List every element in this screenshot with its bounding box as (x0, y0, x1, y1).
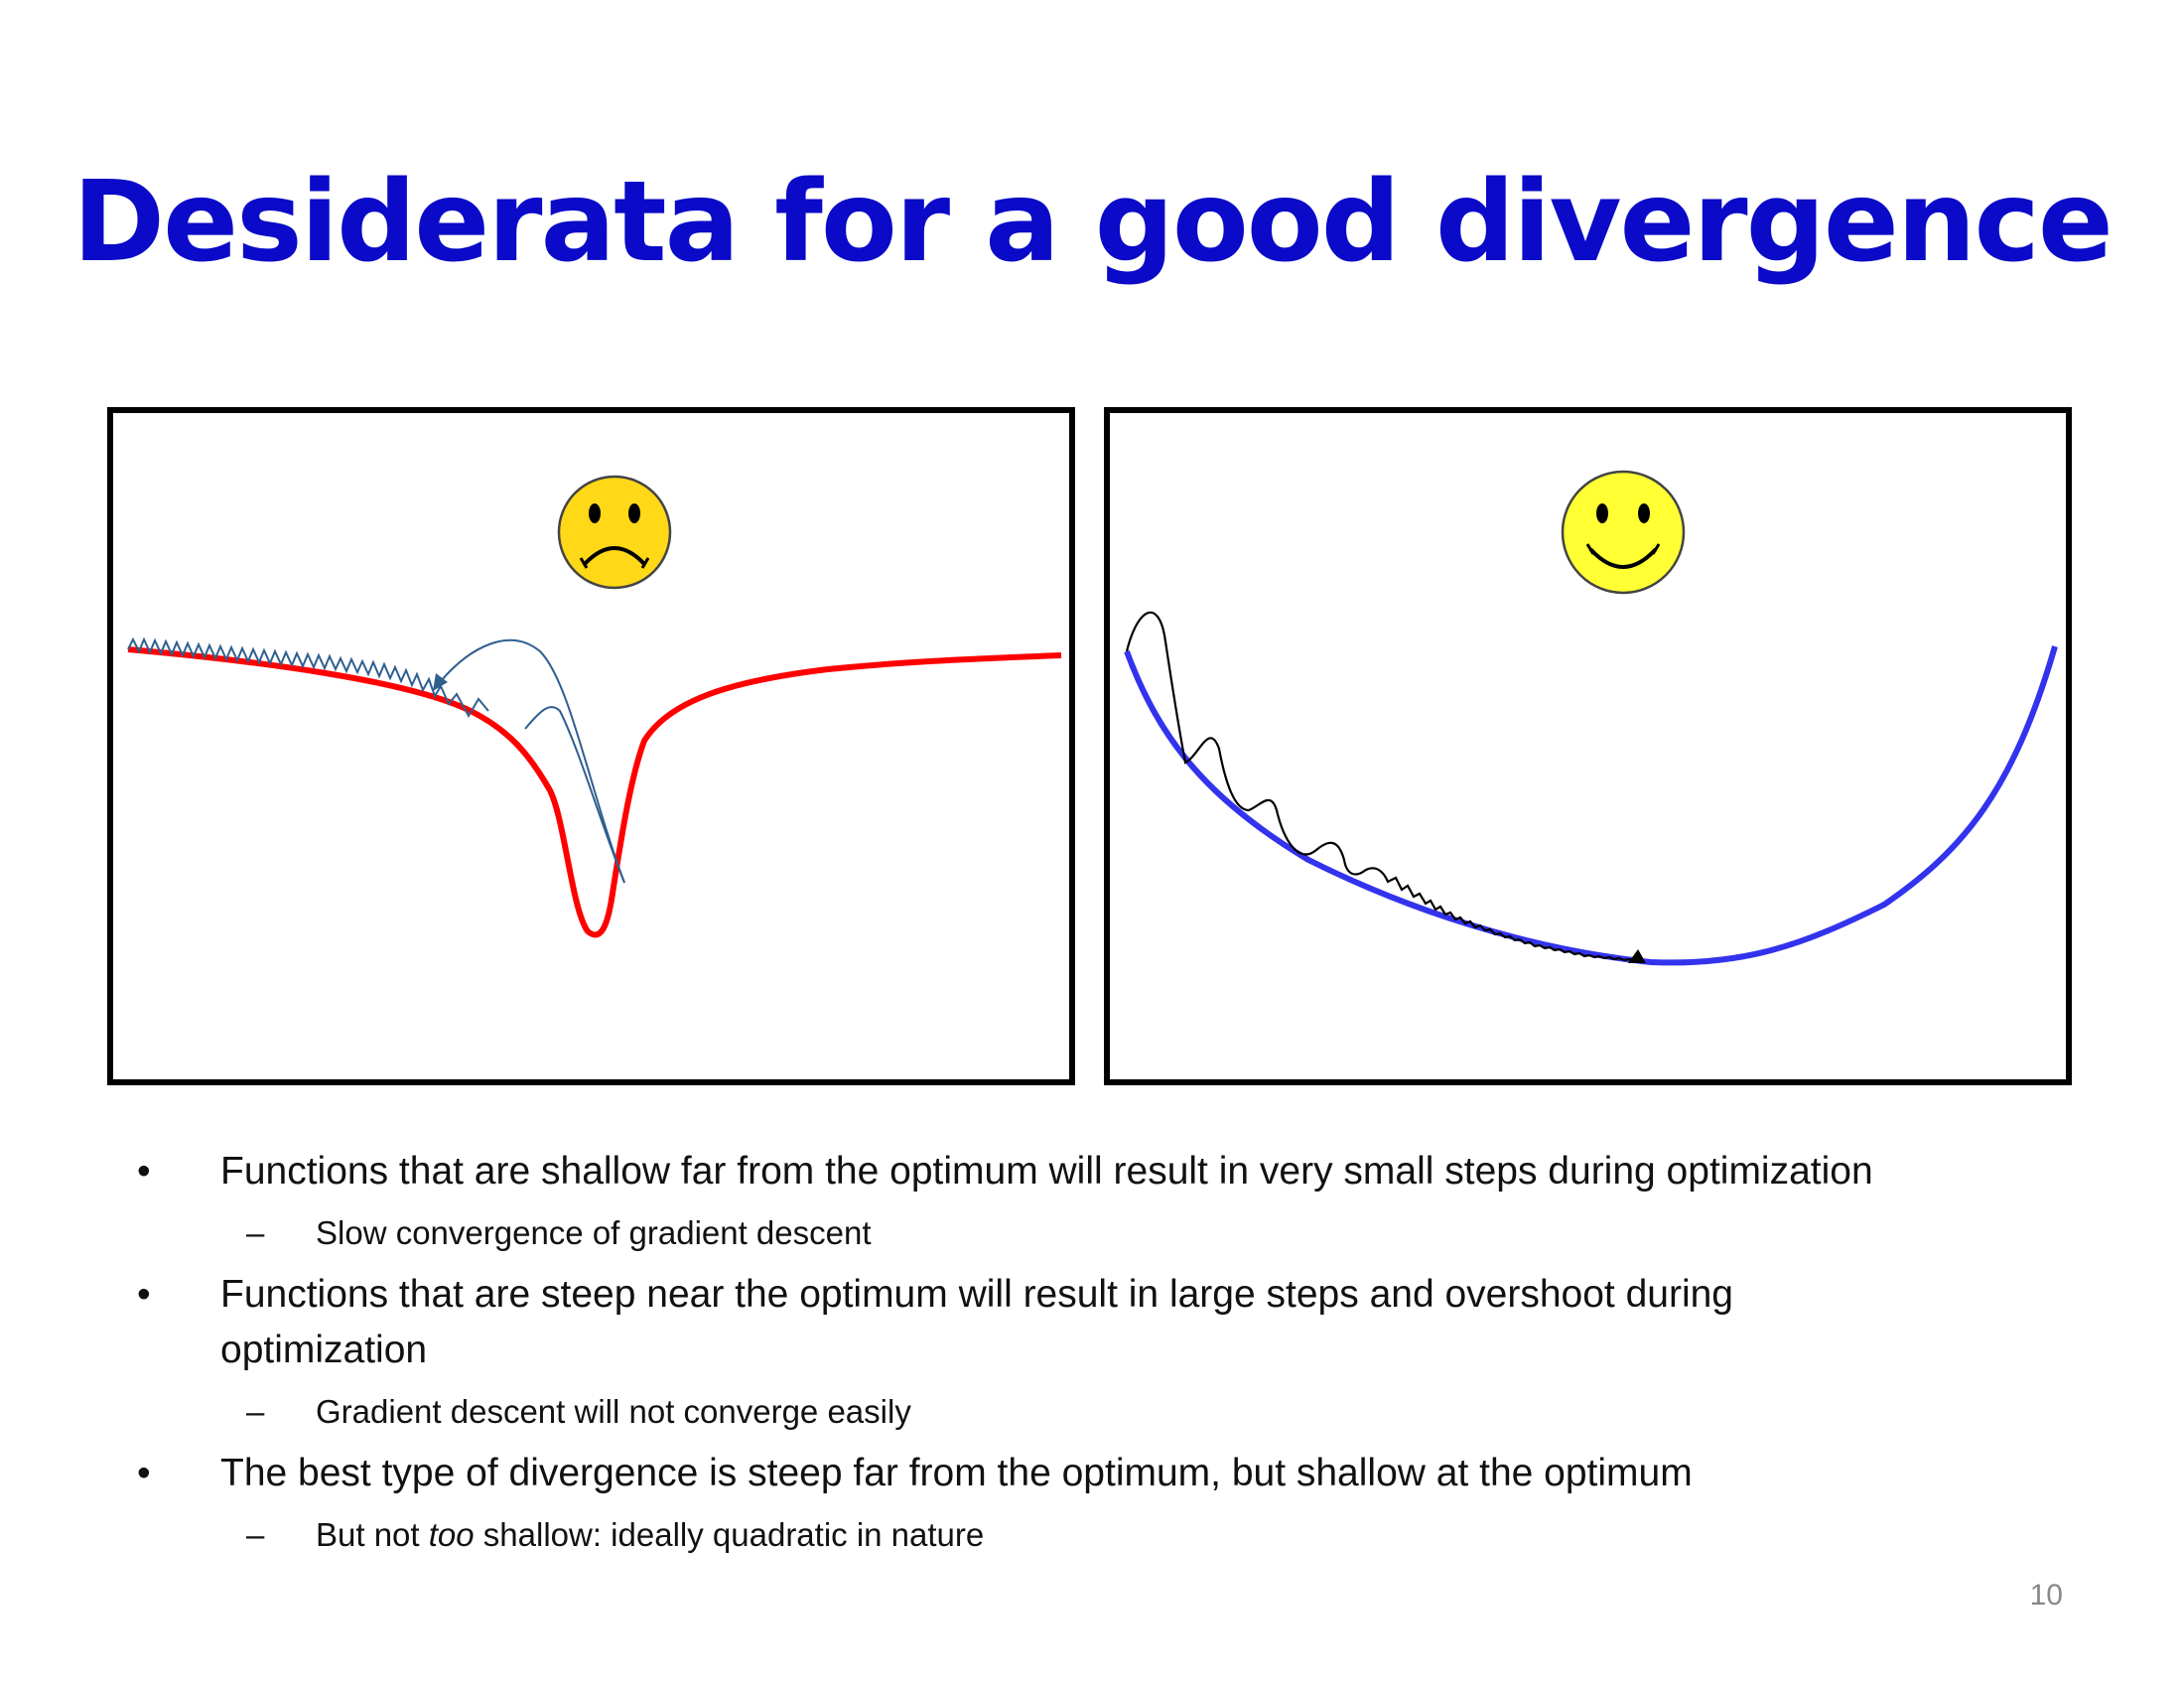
convergence-arrowhead (1628, 949, 1646, 963)
bullet-marker: • (137, 1452, 151, 1494)
sub-bullet-quadratic-emphasis: too (428, 1516, 475, 1553)
sub-bullet-marker: – (246, 1393, 265, 1430)
overshoot-arc-inner (524, 706, 625, 884)
small-oscillation-steps (127, 636, 489, 719)
sub-bullet-not-converge: Gradient descent will not converge easil… (316, 1393, 911, 1430)
sub-bullet-quadratic-before: But not (316, 1516, 429, 1553)
sad-face-icon (557, 475, 672, 590)
shallow-divergence-diagram (127, 475, 1062, 938)
bullet-text-shallow-far: Functions that are shallow far from the … (220, 1150, 1873, 1193)
shallow-divergence-panel (107, 407, 1075, 1085)
happy-face-icon (1561, 470, 1686, 595)
bullet-marker: • (137, 1273, 151, 1316)
quadratic-divergence-diagram (1124, 470, 2058, 966)
overshoot-arrowhead (433, 673, 448, 691)
sub-bullet-slow-convergence: Slow convergence of gradient descent (316, 1214, 872, 1251)
bullet-text-best-divergence: The best type of divergence is steep far… (220, 1452, 1693, 1494)
bullet-text-steep-near-line2: optimization (220, 1329, 428, 1371)
overshoot-arc-outer (440, 638, 625, 884)
sub-bullet-quadratic-after: shallow: ideally quadratic in nature (474, 1516, 985, 1553)
quadratic-bowl-curve (1124, 645, 2058, 966)
bullet-marker: • (137, 1150, 151, 1193)
gradient-descent-steps (1125, 611, 1635, 963)
page-number: 10 (2029, 1579, 2063, 1612)
bullet-text-steep-near-line1: Functions that are steep near the optimu… (220, 1273, 1733, 1316)
slide-title: Desiderata for a good divergence (72, 158, 2114, 287)
quadratic-divergence-panel (1104, 407, 2072, 1085)
sub-bullet-marker: – (246, 1214, 265, 1251)
sub-bullet-quadratic: But not too shallow: ideally quadratic i… (316, 1511, 984, 1559)
sub-bullet-marker: – (246, 1516, 265, 1553)
